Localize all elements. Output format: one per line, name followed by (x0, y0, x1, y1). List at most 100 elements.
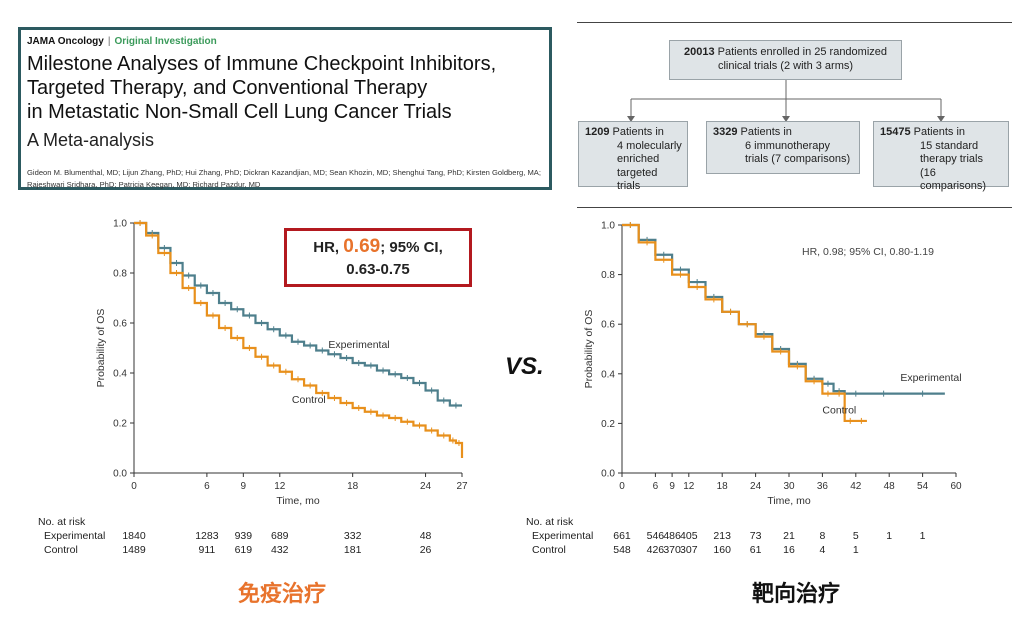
hr-value: 0.69 (343, 236, 381, 257)
risk-value: 307 (680, 544, 698, 556)
series-annotation: Control (822, 404, 856, 416)
hr-prefix: HR, (313, 239, 344, 256)
y-tick-label: 0.4 (601, 369, 615, 380)
risk-row-label: Control (44, 544, 78, 556)
risk-value: 370 (663, 544, 681, 556)
top-divider (577, 22, 1012, 23)
x-tick-label: 6 (204, 481, 210, 492)
hr-text: HR, 0.98; 95% CI, 0.80-1.19 (802, 246, 934, 258)
risk-value: 689 (271, 530, 289, 542)
x-tick-label: 18 (347, 481, 359, 492)
series-annotation: Control (292, 394, 326, 406)
flow-box-line: therapy trials (920, 153, 983, 165)
x-tick-label: 48 (884, 481, 896, 492)
journal-name: JAMA Oncology (27, 36, 104, 47)
risk-table-header: No. at risk (38, 516, 86, 528)
article-category: Original Investigation (114, 36, 217, 47)
y-tick-label: 0.8 (113, 269, 127, 280)
y-tick-label: 0.8 (601, 270, 615, 281)
hr-highlight-box: HR, 0.69; 95% CI, 0.63-0.75 (284, 228, 472, 287)
risk-value: 1 (853, 544, 859, 556)
y-tick-label: 0.2 (113, 419, 127, 430)
y-tick-label: 0.4 (113, 369, 127, 380)
risk-value: 405 (680, 530, 698, 542)
flow-top-text-2: clinical trials (2 with 3 arms) (717, 59, 854, 72)
risk-value: 911 (199, 544, 216, 556)
flow-box-standard: 15475 Patients in 15 standard therapy tr… (873, 121, 1009, 192)
risk-value: 1283 (195, 530, 219, 542)
flow-box-count: 15475 (880, 126, 911, 138)
series-annotation: Experimental (328, 339, 389, 351)
x-tick-label: 0 (131, 481, 137, 492)
x-tick-label: 12 (274, 481, 286, 492)
paper-title-line: Milestone Analyses of Immune Checkpoint … (27, 53, 497, 75)
vs-label: VS. (505, 353, 544, 380)
x-tick-label: 6 (653, 481, 659, 492)
x-tick-label: 0 (619, 481, 625, 492)
mid-divider (577, 207, 1012, 208)
paper-title: Milestone Analyses of Immune Checkpoint … (27, 52, 547, 124)
y-tick-label: 0.6 (601, 320, 615, 331)
x-tick-label: 24 (750, 481, 762, 492)
x-tick-label: 60 (950, 481, 962, 492)
x-tick-label: 42 (850, 481, 862, 492)
risk-value: 4 (819, 544, 825, 556)
paper-subtitle: A Meta-analysis (27, 130, 155, 150)
risk-value: 1 (886, 530, 892, 542)
flow-box-line: 6 immunotherapy (745, 139, 830, 152)
x-tick-label: 24 (420, 481, 432, 492)
label-immunotherapy: 免疫治疗 (238, 581, 327, 606)
risk-value: 546 (647, 530, 665, 542)
flow-box-line: enriched (617, 153, 660, 165)
flow-top-text: Patients enrolled in 25 randomized (717, 46, 888, 58)
risk-row-label: Control (532, 544, 566, 556)
survival-curve-control (134, 221, 464, 458)
flow-box-line: Patients in (612, 126, 664, 138)
x-tick-label: 9 (241, 481, 247, 492)
flow-box-count: 1209 (585, 126, 610, 138)
flow-box-line: 15 standard (920, 139, 979, 152)
hr-ci: 0.63-0.75 (346, 261, 410, 278)
flow-box-line: (16 comparisons) (920, 166, 987, 193)
paper-header-box: JAMA Oncology | Original Investigation Mil… (18, 27, 552, 190)
risk-value: 939 (235, 530, 253, 542)
risk-value: 619 (235, 544, 253, 556)
flow-box-targeted: 1209 Patients in 4 molecularly enriched … (578, 121, 688, 192)
risk-value: 1 (920, 530, 926, 542)
flow-box-line: Patients in (913, 126, 966, 138)
y-tick-label: 1.0 (601, 221, 615, 232)
series-annotation: Experimental (900, 372, 961, 384)
risk-value: 61 (750, 544, 762, 556)
flow-box-line: Patients in (740, 126, 792, 138)
risk-table-header: No. at risk (526, 516, 574, 528)
y-axis-label: Probability of OS (583, 310, 595, 389)
risk-value: 5 (853, 530, 859, 542)
authors-line: Gideon M. Blumenthal, MD; Lijun Zhang, P… (27, 168, 541, 177)
x-tick-label: 54 (917, 481, 929, 492)
risk-value: 160 (713, 544, 731, 556)
x-tick-label: 18 (717, 481, 729, 492)
x-axis-label: Time, mo (767, 495, 811, 507)
y-tick-label: 0.0 (113, 469, 127, 480)
risk-value: 332 (344, 530, 362, 542)
km-chart-immunotherapy: 0.0 0.2 0.4 0.6 0.8 1.0 0 6 9 12 18 24 27 Time, mo Pro… (38, 219, 468, 557)
risk-value: 661 (613, 530, 631, 542)
flow-connectors (627, 80, 945, 122)
y-axis-label: Probability of OS (95, 309, 107, 388)
paper-authors: Gideon M. Blumenthal, MD; Lijun Zhang, P… (27, 167, 549, 191)
risk-value: 432 (271, 544, 289, 556)
flow-top-count: 20013 (683, 46, 715, 58)
x-tick-label: 30 (783, 481, 795, 492)
y-tick-label: 0.0 (601, 469, 615, 480)
risk-value: 1840 (122, 530, 146, 542)
risk-value: 213 (713, 530, 731, 542)
risk-value: 48 (420, 530, 432, 542)
hr-suffix: ; 95% CI, (380, 239, 443, 256)
paper-title-line: Targeted Therapy, and Conventional Thera… (27, 77, 428, 99)
risk-value: 21 (783, 530, 795, 542)
flow-box-count: 3329 (713, 126, 738, 138)
x-tick-label: 9 (669, 481, 675, 492)
flow-box-line: 4 molecularly (617, 139, 682, 152)
risk-value: 1489 (122, 544, 146, 556)
x-tick-label: 36 (817, 481, 829, 492)
